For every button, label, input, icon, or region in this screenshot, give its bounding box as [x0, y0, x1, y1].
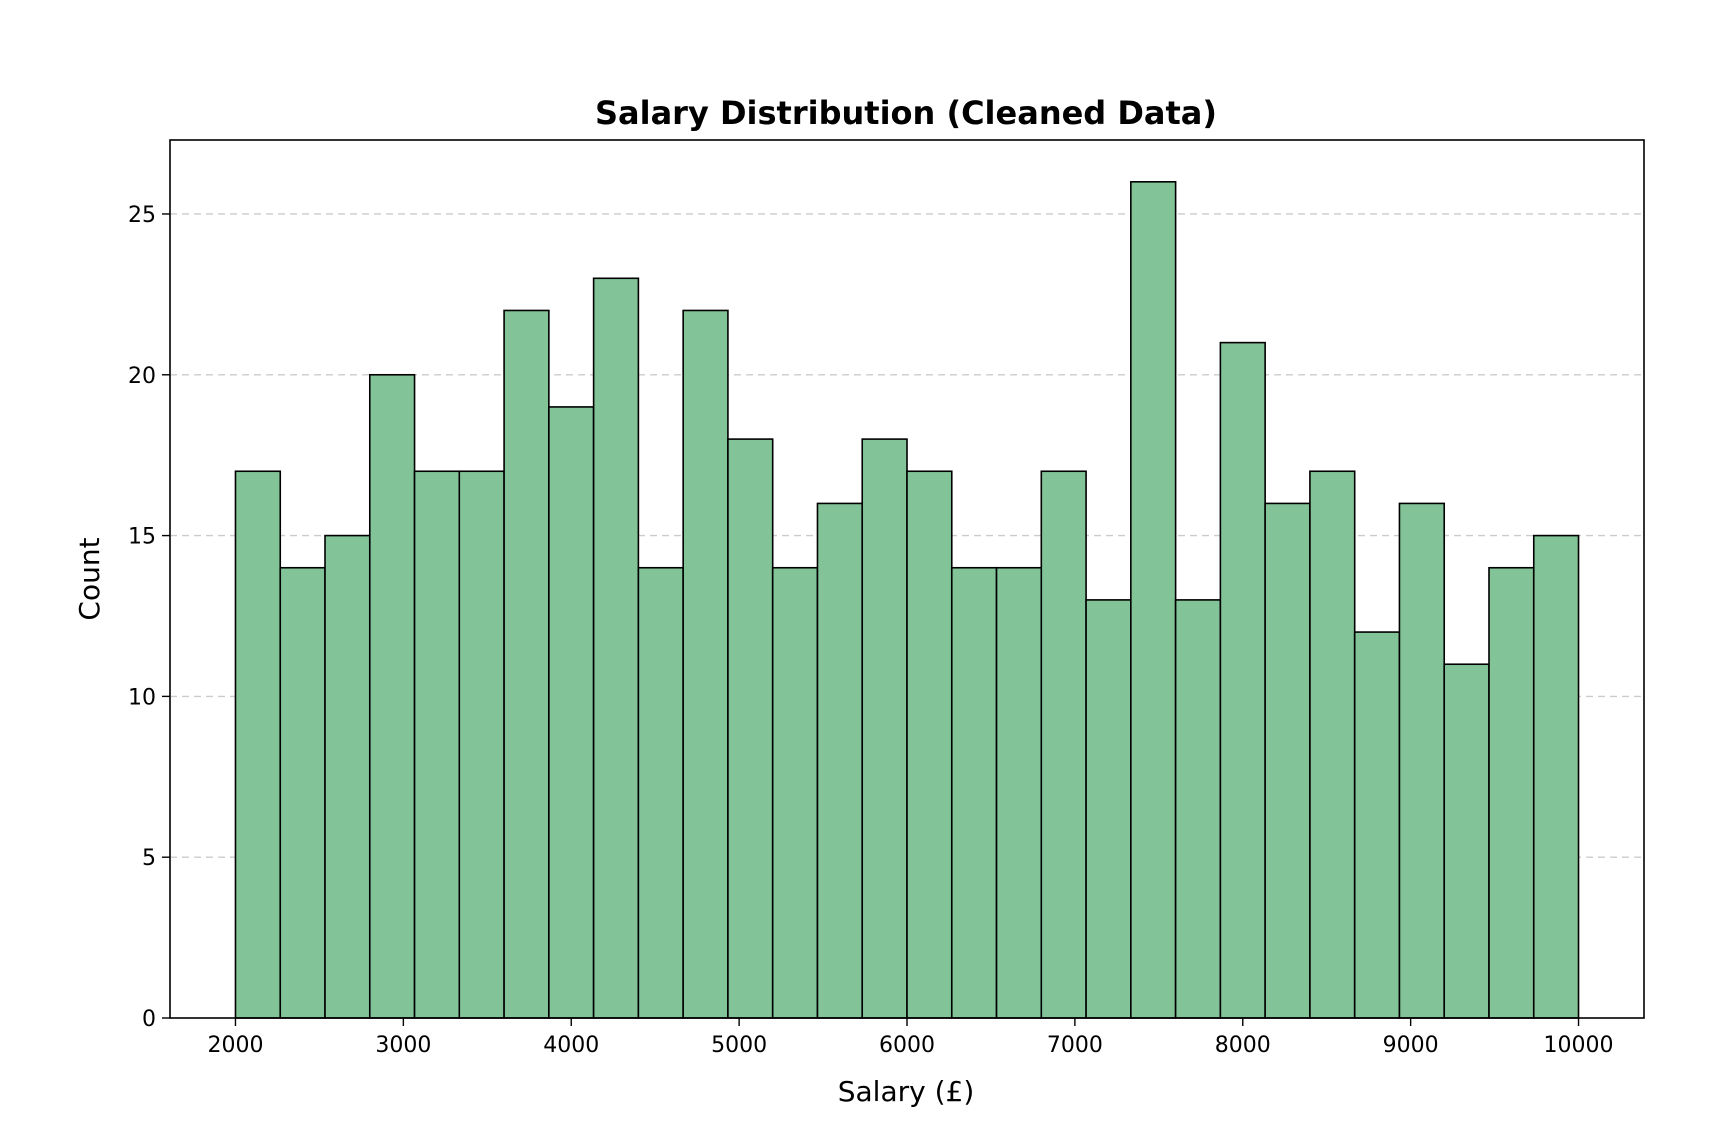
histogram-bar — [906, 470, 953, 1019]
x-tick-label: 9000 — [1383, 1033, 1439, 1058]
histogram-bar — [413, 470, 461, 1019]
y-tick-label: 10 — [128, 685, 156, 710]
histogram-bar — [1174, 599, 1222, 1019]
x-tick-label: 6000 — [879, 1033, 935, 1058]
histogram-bar — [592, 277, 640, 1019]
x-axis-ticks: 2000 3000 4000 5000 6000 7000 8000 9000 10000 — [207, 1018, 1614, 1058]
histogram-bar — [279, 566, 326, 1019]
histogram-bar — [458, 470, 505, 1019]
y-tick-label: 25 — [128, 203, 156, 228]
y-tick-label: 20 — [128, 364, 156, 389]
histogram-bar — [368, 373, 416, 1019]
y-tick-label: 15 — [128, 525, 156, 550]
histogram-bar — [1443, 663, 1490, 1019]
x-axis-title: Salary (£) — [838, 1075, 975, 1108]
histogram-bar — [861, 438, 908, 1019]
histogram-bar — [1040, 470, 1087, 1019]
histogram-bar — [1264, 502, 1311, 1019]
histogram-bar — [503, 309, 550, 1019]
y-tick-label: 5 — [142, 846, 156, 871]
histogram-bar — [548, 406, 595, 1019]
x-tick-label: 2000 — [207, 1033, 263, 1058]
histogram-bar — [1398, 502, 1446, 1019]
x-tick-label: 5000 — [711, 1033, 767, 1058]
histogram-bar — [682, 309, 729, 1019]
histogram-bar — [1309, 470, 1356, 1019]
x-tick-label: 3000 — [375, 1033, 431, 1058]
histogram-bar — [950, 566, 998, 1019]
y-axis-ticks: 0 5 10 15 20 25 — [128, 203, 170, 1032]
x-tick-label: 4000 — [543, 1033, 599, 1058]
histogram-bar — [637, 566, 684, 1019]
histogram-bar — [1488, 566, 1535, 1019]
histogram-bar — [1353, 631, 1401, 1019]
histogram-bar — [1085, 599, 1132, 1019]
histogram-bar — [816, 502, 864, 1019]
y-axis-title: Count — [73, 537, 106, 620]
y-tick-label: 0 — [142, 1007, 156, 1032]
histogram-bar — [995, 566, 1043, 1019]
histogram-bar — [727, 438, 774, 1019]
histogram-bar — [1130, 181, 1177, 1019]
histogram-bar — [234, 470, 282, 1019]
histogram-bar — [324, 534, 371, 1019]
x-tick-label: 7000 — [1047, 1033, 1103, 1058]
x-tick-label: 10000 — [1544, 1033, 1614, 1058]
histogram-bar — [771, 566, 819, 1019]
x-tick-label: 8000 — [1215, 1033, 1271, 1058]
chart-title: Salary Distribution (Cleaned Data) — [595, 94, 1217, 132]
histogram-bar — [1532, 534, 1580, 1019]
bars — [234, 181, 1580, 1019]
histogram-bar — [1219, 341, 1266, 1019]
